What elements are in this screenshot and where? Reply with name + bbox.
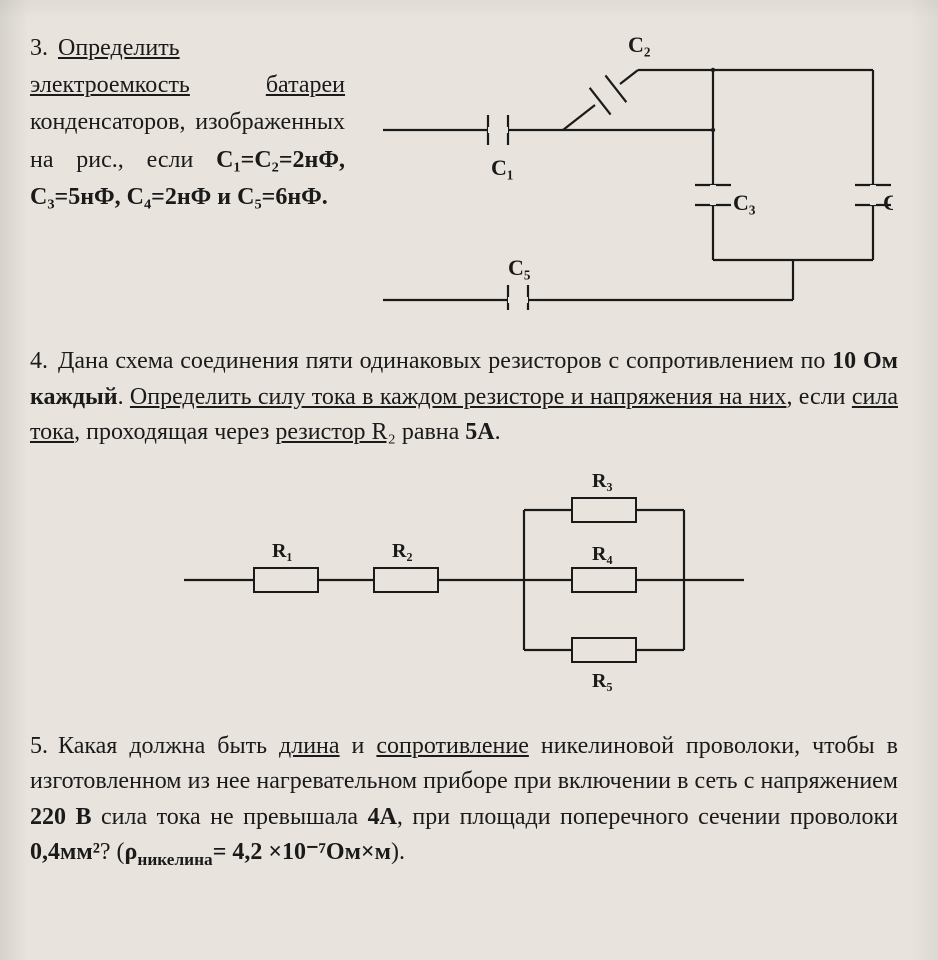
label-r1: R₁ bbox=[272, 540, 292, 562]
problem-3-title-ul1: Определить электроемкость bbox=[30, 35, 190, 98]
problem-number: 4. bbox=[30, 344, 48, 380]
label-r2: R₂ bbox=[392, 540, 412, 562]
problem-4-text: 4.Дана схема соединения пяти одинаковых … bbox=[30, 344, 898, 451]
problem-5: 5.Какая должна быть длина и сопротивлени… bbox=[30, 729, 898, 873]
label-r4: R₄ bbox=[592, 543, 612, 565]
problem-3-text: 3.Определить электроемкость батареи конд… bbox=[30, 30, 345, 216]
problem-3-circuit: C₂ C₁ C₃ C₄ C₅ bbox=[373, 30, 898, 310]
label-c5: C₅ bbox=[508, 255, 531, 280]
resistor-r3 bbox=[572, 498, 636, 522]
label-c1: C₁ bbox=[491, 155, 513, 180]
label-r3: R₃ bbox=[592, 470, 612, 492]
resistor-r2 bbox=[374, 568, 438, 592]
resistor-r4 bbox=[572, 568, 636, 592]
label-r5: R₅ bbox=[592, 670, 612, 692]
problem-3-title-ul2: батареи bbox=[266, 72, 345, 98]
capacitor-c1 bbox=[488, 115, 508, 145]
capacitor-c2 bbox=[590, 75, 627, 114]
label-c2: C₂ bbox=[628, 32, 651, 57]
problem-4: 4.Дана схема соединения пяти одинаковых … bbox=[30, 344, 898, 695]
problem-3: 3.Определить электроемкость батареи конд… bbox=[30, 30, 898, 310]
problem-number: 3. bbox=[30, 30, 48, 67]
label-c4: C₄ bbox=[883, 190, 893, 215]
label-c3: C₃ bbox=[733, 190, 756, 215]
problem-number: 5. bbox=[30, 729, 48, 765]
capacitor-c5 bbox=[508, 285, 528, 310]
resistor-r5 bbox=[572, 638, 636, 662]
capacitor-c3 bbox=[695, 185, 731, 205]
problem-4-circuit: R₁ R₂ R₃ R₄ R₅ bbox=[184, 465, 744, 695]
resistor-r1 bbox=[254, 568, 318, 592]
problem-5-text: 5.Какая должна быть длина и сопротивлени… bbox=[30, 729, 898, 873]
